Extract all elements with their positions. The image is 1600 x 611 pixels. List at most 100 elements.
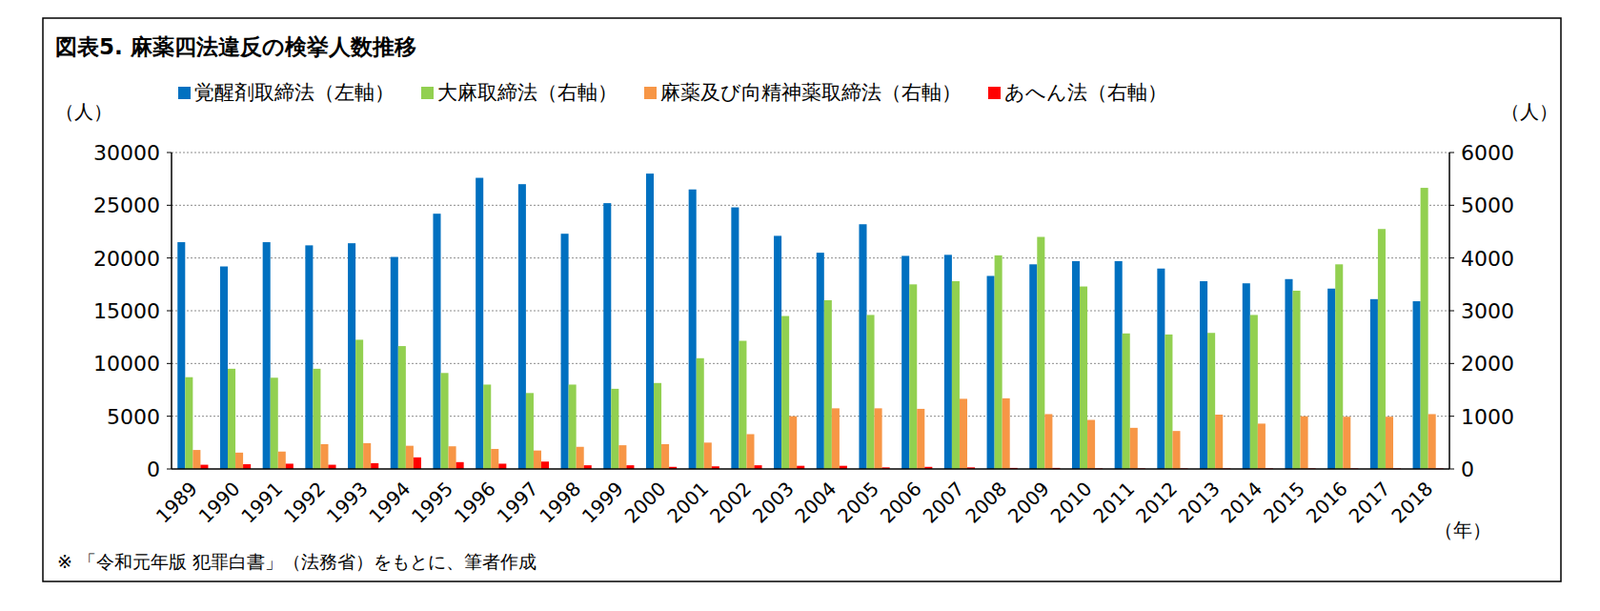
- bar: [1413, 301, 1421, 469]
- x-tick-label: 1994: [364, 477, 415, 528]
- x-axis-label: （年）: [1434, 518, 1492, 542]
- y-axis-label: （人）: [55, 100, 113, 123]
- bar: [1199, 281, 1208, 469]
- bar: [363, 443, 371, 469]
- bar: [696, 358, 705, 469]
- bar: [661, 444, 669, 469]
- bar: [603, 202, 611, 469]
- y2-tick-label: 0: [1460, 457, 1475, 482]
- y-tick-label: 15000: [93, 299, 161, 324]
- bar: [730, 207, 739, 469]
- bar: [1029, 263, 1037, 469]
- x-tick-label: 2009: [1003, 477, 1054, 528]
- x-tick-label: 1999: [577, 477, 628, 528]
- bar: [1172, 430, 1180, 469]
- y2-tick-label: 1000: [1460, 405, 1515, 429]
- y2-axis-label: （人）: [1500, 100, 1559, 123]
- x-tick-label: 1992: [279, 477, 330, 528]
- x-tick-label: 2011: [1088, 477, 1139, 528]
- bar: [390, 257, 399, 469]
- bar: [347, 243, 356, 469]
- bar: [1342, 416, 1351, 469]
- y-tick-label: 30000: [93, 141, 161, 165]
- y2-tick-label: 5000: [1460, 193, 1515, 218]
- bar: [1207, 332, 1216, 469]
- x-tick-label: 2004: [789, 477, 841, 528]
- x-tick-label: 2013: [1174, 477, 1225, 528]
- bar: [1130, 427, 1138, 469]
- grid-line: [171, 257, 1450, 259]
- x-tick-label: 2012: [1131, 477, 1182, 528]
- bar: [1428, 413, 1437, 469]
- bar: [177, 242, 185, 469]
- x-tick-label: 1995: [406, 477, 458, 528]
- bar: [1002, 398, 1011, 469]
- bar: [1072, 261, 1080, 469]
- bar: [285, 463, 294, 469]
- x-tick-label: 2002: [705, 477, 756, 528]
- bar: [653, 383, 662, 469]
- y2-tick-label: 3000: [1460, 299, 1515, 324]
- bar: [498, 463, 507, 469]
- bar: [304, 244, 313, 469]
- bar: [1300, 416, 1309, 469]
- bar: [867, 314, 875, 469]
- bar: [1420, 187, 1429, 469]
- title: 図表5. 麻薬四法違反の検挙人数推移: [55, 34, 417, 60]
- bar: [456, 462, 465, 469]
- bar: [1377, 228, 1386, 469]
- bar: [959, 398, 968, 469]
- bar: [688, 189, 697, 469]
- bar: [432, 213, 441, 469]
- bar: [704, 442, 712, 469]
- bar: [987, 275, 995, 469]
- bar: [370, 463, 379, 469]
- y2-axis-line: [1448, 152, 1451, 469]
- y-tick-label: 5000: [106, 405, 161, 429]
- source-note: ※ 「令和元年版 犯罪白書」（法務省）をもとに、筆者作成: [57, 550, 537, 572]
- bar: [220, 266, 228, 469]
- bar: [270, 377, 279, 469]
- bar: [576, 446, 585, 469]
- bar: [1335, 263, 1343, 469]
- y-tick-label: 25000: [93, 193, 161, 218]
- bar: [816, 252, 825, 469]
- bar: [263, 242, 271, 469]
- x-tick-label: 2000: [620, 477, 671, 528]
- bar: [398, 345, 406, 469]
- bar: [561, 233, 569, 469]
- x-tick-label: 1989: [151, 477, 203, 528]
- bar: [901, 255, 910, 469]
- bar: [1114, 261, 1123, 469]
- bar: [738, 341, 747, 469]
- bar: [483, 384, 491, 469]
- bar: [1385, 416, 1394, 469]
- bar: [518, 183, 527, 469]
- x-tick-label: 2014: [1215, 477, 1267, 528]
- bar: [320, 444, 328, 469]
- legend-swatch: [421, 86, 434, 100]
- x-tick-label: 2008: [960, 477, 1012, 528]
- bar: [355, 339, 364, 469]
- bar: [1370, 299, 1378, 469]
- bar: [944, 254, 952, 469]
- legend: 覚醒剤取締法（左軸）大麻取締法（右軸）麻薬及び向精神薬取締法（右軸）あへん法（右…: [178, 81, 1168, 104]
- y-tick-label: 10000: [93, 351, 161, 376]
- legend-label: あへん法（右軸）: [1004, 81, 1168, 104]
- bar: [1079, 286, 1088, 469]
- bar: [1327, 288, 1336, 469]
- bar: [405, 445, 414, 469]
- bar: [526, 392, 534, 469]
- bar: [1250, 314, 1258, 469]
- bar: [1257, 423, 1266, 469]
- x-tick-label: 2005: [832, 477, 884, 528]
- y-tick-label: 0: [146, 457, 161, 482]
- x-tick-label: 2007: [918, 477, 970, 528]
- bar: [1215, 414, 1223, 469]
- bars: [177, 173, 1443, 469]
- bar: [441, 372, 449, 469]
- bar: [490, 448, 499, 469]
- bar: [1036, 237, 1045, 469]
- grid-line: [171, 152, 1450, 154]
- bar: [1087, 420, 1095, 469]
